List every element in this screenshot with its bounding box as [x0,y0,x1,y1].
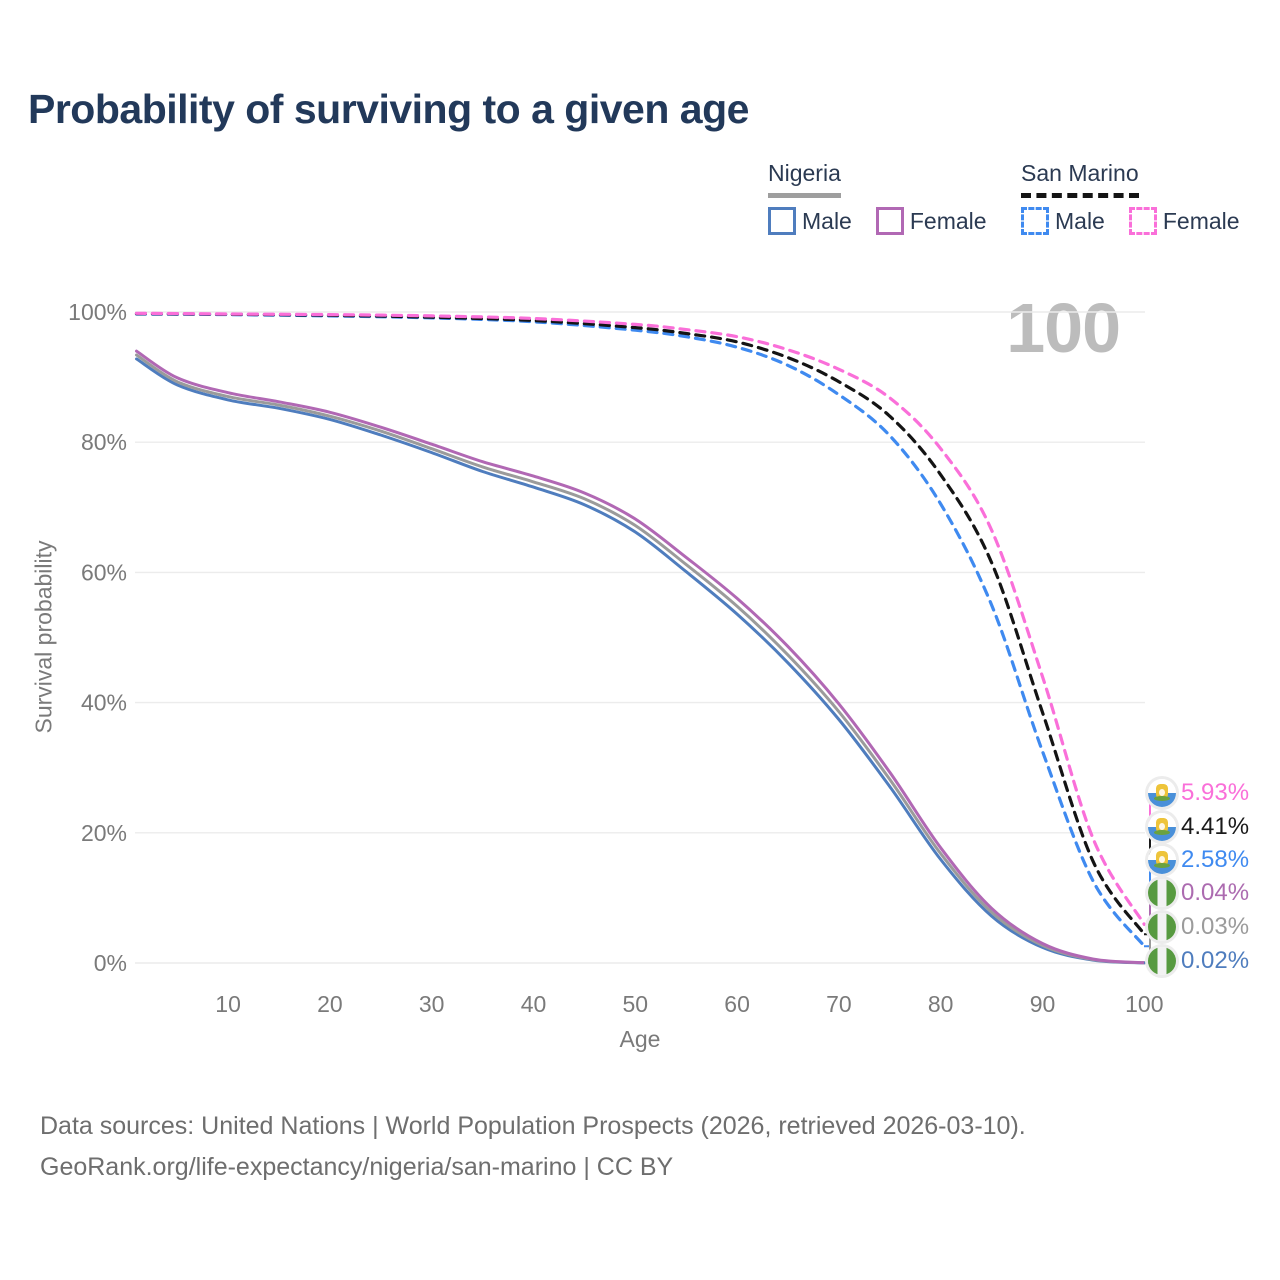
san-marino-emblem-icon [1154,851,1170,868]
y-tick-label: 100% [68,299,127,325]
y-tick-label: 60% [81,559,127,585]
x-tick-label: 80 [928,991,954,1017]
legend-item-nigeria-male[interactable]: Male [768,207,852,235]
end-label-row: 0.04% [1148,876,1249,910]
legend-item-san-marino-male[interactable]: Male [1021,207,1105,235]
legend-group-nigeria: Nigeria Male Female [768,160,987,235]
x-tick-label: 40 [521,991,547,1017]
legend-item-label: Male [802,207,852,234]
page-title: Probability of surviving to a given age [28,86,749,132]
legend-item-nigeria-female[interactable]: Female [875,207,987,235]
nigeria-flag-icon [1148,947,1176,975]
x-tick-label: 70 [826,991,852,1017]
y-tick-label: 0% [94,950,127,976]
y-tick-label: 80% [81,429,127,455]
footer-sources: Data sources: United Nations | World Pop… [40,1112,1026,1140]
end-label-row: 5.93% [1148,776,1249,810]
x-tick-label: 10 [215,991,241,1017]
x-tick-label: 50 [623,991,649,1017]
legend-item-label: Female [909,207,987,234]
legend-item-label: Male [1055,207,1105,234]
series-line-nigeria-both [135,353,1146,965]
x-tick-label: 90 [1030,991,1056,1017]
y-tick-label: 20% [81,820,127,846]
end-label-value: 0.02% [1181,947,1250,974]
end-label-row: 2.58% [1148,843,1249,877]
san-marino-female-swatch-icon [1128,207,1157,235]
end-label-value: 2.58% [1181,846,1250,873]
x-tick-label: 100 [1125,991,1163,1017]
legend-item-label: Female [1162,207,1240,234]
series-line-san-marino-female [134,311,1146,926]
x-tick-label: 20 [317,991,343,1017]
san-marino-emblem-icon [1154,818,1170,835]
footer-link: GeoRank.org/life-expectancy/nigeria/san-… [40,1153,674,1181]
nigeria-flag-icon [1148,879,1176,907]
survival-probability-chart: 0% 20% 40% 60% 80% 100% 10 20 30 40 50 60 70 80 90 100 [68,299,1163,1017]
legend-items-san-marino: Male Female [1021,207,1240,235]
end-label-row: 0.02% [1148,944,1249,978]
san-marino-flag-icon [1148,813,1176,841]
end-label-value: 0.04% [1181,879,1250,906]
san-marino-flag-icon [1148,779,1176,807]
end-label-row: 0.03% [1148,910,1249,944]
end-label-row: 4.41% [1148,810,1249,844]
legend-items-nigeria: Male Female [768,207,987,235]
san-marino-flag-icon [1148,846,1176,874]
footer: Data sources: United Nations | World Pop… [40,1106,1026,1188]
end-label-value: 4.41% [1181,813,1250,840]
series-line-nigeria-male [135,357,1146,965]
x-axis-title: Age [619,1026,661,1052]
x-tick-label: 30 [419,991,445,1017]
series-line-nigeria-female [135,349,1146,965]
x-tick-label: 60 [724,991,750,1017]
legend-item-san-marino-female[interactable]: Female [1128,207,1240,235]
san-marino-male-swatch-icon [1021,207,1049,235]
y-axis-title: Survival probability [30,540,57,734]
legend-group-san-marino: San Marino Male Female [1021,160,1240,235]
san-marino-emblem-icon [1154,784,1170,801]
end-label-value: 0.03% [1181,913,1250,940]
nigeria-flag-icon [1148,913,1176,941]
nigeria-female-swatch-icon [875,207,904,235]
y-tick-label: 40% [81,690,127,716]
nigeria-male-swatch-icon [768,207,796,235]
legend-country-san-marino: San Marino [1021,160,1139,198]
legend-country-nigeria: Nigeria [768,160,841,198]
end-label-value: 5.93% [1181,779,1250,806]
age-watermark: 100 [1006,289,1121,367]
